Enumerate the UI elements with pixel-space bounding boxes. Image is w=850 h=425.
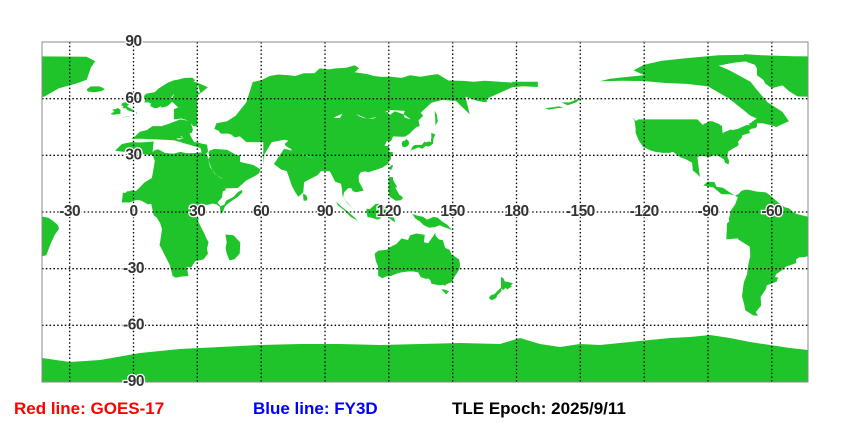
svg-text:-150: -150 [566, 203, 595, 220]
svg-text:-30: -30 [59, 203, 80, 220]
svg-text:180: 180 [504, 203, 528, 220]
svg-text:-90: -90 [698, 203, 719, 220]
svg-text:-30: -30 [123, 260, 144, 277]
svg-text:-90: -90 [123, 373, 144, 390]
svg-text:0: 0 [129, 203, 137, 220]
svg-text:120: 120 [377, 203, 401, 220]
svg-text:150: 150 [441, 203, 465, 220]
svg-text:-60: -60 [761, 203, 782, 220]
svg-text:60: 60 [125, 90, 141, 107]
svg-text:30: 30 [189, 203, 205, 220]
svg-text:-120: -120 [630, 203, 659, 220]
svg-text:30: 30 [125, 146, 141, 163]
svg-text:90: 90 [317, 203, 333, 220]
svg-text:90: 90 [125, 33, 141, 50]
svg-text:-60: -60 [123, 316, 144, 333]
svg-text:60: 60 [253, 203, 269, 220]
